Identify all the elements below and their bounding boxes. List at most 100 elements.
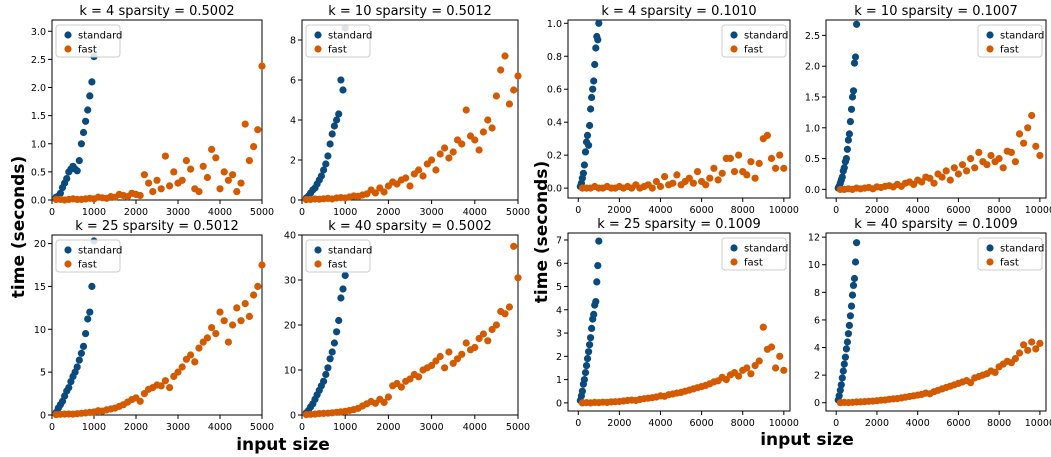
fast-point	[441, 364, 449, 372]
standard-point	[88, 78, 96, 86]
fast-point	[1028, 338, 1036, 346]
fast-point	[743, 364, 751, 372]
standard-point	[846, 312, 855, 320]
standard-point	[853, 239, 861, 247]
standard-point	[851, 258, 860, 266]
legend: standard fast	[55, 24, 122, 58]
standard-point	[846, 118, 855, 126]
fast-point	[216, 185, 224, 193]
standard-point	[580, 161, 589, 169]
fast-point	[245, 157, 253, 165]
fast-point	[1028, 111, 1036, 120]
standard-point	[333, 116, 341, 124]
fast-point	[436, 352, 444, 361]
legend: standard fast	[977, 24, 1044, 58]
fast-point	[1011, 158, 1020, 166]
fast-point	[714, 176, 722, 184]
fast-point	[406, 375, 414, 383]
fast-point	[237, 317, 245, 325]
x-tick-label: 4000	[906, 418, 930, 429]
x-tick-label: 6000	[946, 418, 970, 429]
standard-point	[844, 136, 853, 144]
fast-point	[685, 174, 693, 182]
fast-point	[258, 261, 266, 269]
standard-point	[65, 384, 73, 392]
fast-point	[510, 242, 518, 250]
fast-point	[501, 52, 509, 60]
y-tick-label: 0.0	[547, 184, 562, 195]
legend-marker-fast	[730, 258, 738, 266]
legend-box	[721, 237, 787, 271]
y-tick-label: 2.0	[805, 62, 820, 73]
legend-box	[305, 24, 371, 58]
fast-point	[735, 372, 743, 380]
axes-frame	[567, 232, 791, 412]
y-tick-label: 1.5	[805, 92, 820, 103]
standard-point	[840, 360, 848, 368]
legend-marker-fast	[986, 258, 994, 266]
legend-marker-fast	[314, 45, 322, 53]
legend-label-fast: fast	[78, 260, 97, 271]
fast-point	[166, 182, 174, 190]
fast-point	[258, 62, 266, 70]
fast-point	[233, 304, 241, 312]
standard-point	[845, 321, 854, 329]
standard-point	[592, 298, 600, 306]
x-tick-label: 0	[833, 418, 839, 429]
chart-title: k = 40 sparsity = 0.1009	[854, 217, 1018, 232]
fast-point	[510, 86, 518, 94]
y-tick-label: 10	[284, 366, 296, 377]
fast-point	[224, 338, 232, 346]
fast-point	[428, 361, 436, 370]
fast-point	[166, 384, 174, 392]
fast-point	[145, 179, 153, 187]
standard-point	[853, 20, 861, 28]
legend-marker-standard	[64, 31, 72, 39]
standard-point	[339, 285, 347, 293]
standard-point	[595, 19, 603, 27]
fast-point	[1015, 130, 1024, 138]
y-tick-label: 20	[34, 239, 46, 250]
fast-point	[153, 176, 161, 184]
fast-point	[954, 170, 963, 178]
x-tick-label: 0	[833, 205, 839, 216]
y-tick-label: 0.5	[31, 167, 46, 178]
fast-point	[203, 173, 211, 182]
standard-point	[590, 310, 598, 318]
chart-title: k = 25 sparsity = 0.5012	[75, 219, 239, 234]
fast-point	[484, 116, 492, 124]
fast-point	[780, 366, 788, 374]
fast-point	[718, 169, 726, 177]
standard-point	[841, 353, 850, 361]
standard-point	[322, 160, 330, 168]
fast-point	[458, 140, 466, 148]
axes-frame	[825, 19, 1047, 199]
right-ylabel: time (seconds)	[532, 161, 552, 303]
x-tick-label: 10000	[769, 205, 799, 216]
fast-point	[780, 164, 788, 172]
x-tick-label: 2000	[607, 205, 631, 216]
fast-point	[157, 382, 165, 390]
standard-point	[845, 130, 854, 138]
fast-point	[942, 167, 950, 175]
legend-marker-fast	[314, 260, 322, 268]
fast-point	[136, 397, 144, 405]
y-tick-label: 5	[556, 282, 562, 293]
fast-point	[254, 282, 262, 290]
fast-point	[975, 148, 983, 156]
fast-point	[436, 150, 444, 158]
x-tick-label: 6000	[690, 205, 714, 216]
fast-point	[449, 359, 457, 367]
x-tick-label: 1000	[333, 422, 357, 433]
fast-point	[1032, 142, 1040, 150]
fast-point	[245, 312, 253, 320]
chart-title: k = 4 sparsity = 0.5002	[79, 4, 234, 19]
legend-label-fast: fast	[328, 45, 347, 56]
legend-box	[305, 239, 371, 273]
fast-point	[735, 151, 743, 159]
x-tick-label: 2000	[124, 422, 148, 433]
fast-point	[505, 100, 513, 108]
y-tick-label: 0.5	[805, 154, 820, 165]
standard-point	[838, 374, 846, 382]
standard-point	[850, 59, 859, 67]
